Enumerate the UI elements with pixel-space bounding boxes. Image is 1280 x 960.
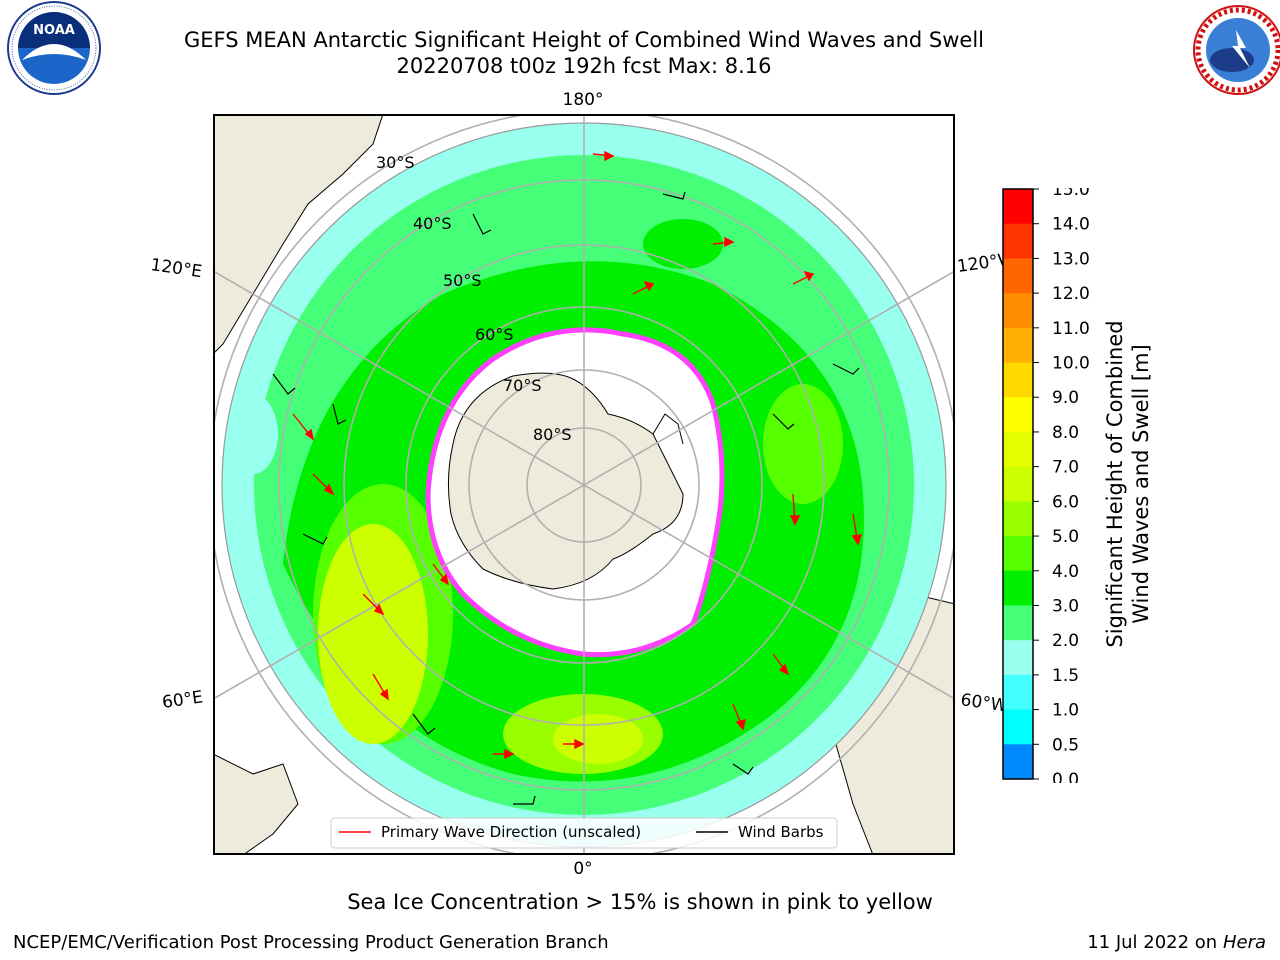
lon-label-120e: 120°E [149,255,203,282]
lat-label-80: 80°S [533,425,572,444]
colorbar-swatch [1003,570,1033,606]
colorbar-tick-label: 4.0 [1052,562,1079,582]
chart-subtitle: 20220708 t00z 192h fcst Max: 8.16 [396,54,772,78]
colorbar-tick-label: 8.0 [1052,423,1079,443]
colorbar-swatch [1003,536,1033,572]
noaa-logo-icon: NOAA [7,1,101,95]
colorbar-tick-label: 9.0 [1052,388,1079,408]
colorbar-swatch [1003,293,1033,329]
colorbar-tick-label: 6.0 [1052,492,1079,512]
colorbar-swatch [1003,362,1033,398]
lon-label-0: 0° [573,859,592,879]
map-frame [213,114,955,855]
colorbar-tick-label: 0.0 [1052,770,1079,783]
lat-label-70: 70°S [503,376,542,395]
colorbar-swatch [1003,605,1033,641]
machine-name: Hera [1222,932,1266,953]
colorbar-swatch [1003,189,1033,225]
chart-title: GEFS MEAN Antarctic Significant Height o… [183,28,985,52]
colorbar-swatch [1003,501,1033,537]
colorbar: 15.0 14.0 13.0 12.0 11.0 10.0 9.0 8.0 7.0 6.0 5.0 4… [1002,188,1090,783]
colorbar-swatch [1003,223,1033,259]
lat-label-50: 50°S [443,271,482,290]
colorbar-tick-label: 3.0 [1052,596,1079,616]
colorbar-tick-label: 0.5 [1052,735,1079,755]
colorbar-swatch [1003,709,1033,745]
colorbar-swatch [1003,640,1033,676]
colorbar-tick-label: 13.0 [1052,249,1090,269]
wind-barbs [272,191,860,805]
date-stamp-text: 11 Jul 2022 on [1087,932,1223,953]
latitude-labels: 30°S 40°S 50°S 60°S 70°S 80°S [376,153,572,444]
lat-label-60: 60°S [475,325,514,344]
lon-label-60e: 60°E [161,687,204,712]
colorbar-tick-label: 1.0 [1052,701,1079,721]
colorbar-tick-label: 12.0 [1052,284,1090,304]
colorbar-swatch [1003,466,1033,502]
polar-map: 30°S 40°S 50°S 60°S 70°S 80°S Primary Wa… [213,114,955,855]
date-stamp: 11 Jul 2022 on Hera [1087,932,1266,953]
colorbar-label: Significant Height of Combined Wind Wave… [1103,320,1153,647]
colorbar-label-line1: Significant Height of Combined [1103,320,1127,647]
colorbar-tick-label: 10.0 [1052,354,1090,374]
credit-line: NCEP/EMC/Verification Post Processing Pr… [13,932,609,953]
colorbar-swatch [1003,258,1033,294]
colorbar-swatch [1003,327,1033,364]
colorbar-tick-label: 1.5 [1052,666,1079,686]
sea-ice-note: Sea Ice Concentration > 15% is shown in … [347,890,933,914]
legend-wind-barbs-label: Wind Barbs [738,823,824,841]
colorbar-tick-label: 7.0 [1052,458,1079,478]
nws-logo-icon [1193,5,1280,95]
svg-text:NOAA: NOAA [33,23,75,38]
colorbar-tick-label: 11.0 [1052,319,1090,339]
colorbar-swatch [1003,744,1033,780]
wave-direction-arrows [292,150,863,760]
colorbar-label-line2: Wind Waves and Swell [m] [1129,344,1153,624]
map-legend: Primary Wave Direction (unscaled) Wind B… [330,817,838,849]
lon-label-180: 180° [563,90,604,110]
lat-label-30: 30°S [376,153,415,172]
colorbar-swatch [1003,431,1033,468]
colorbar-swatch [1003,397,1033,433]
colorbar-tick-label: 2.0 [1052,631,1079,651]
colorbar-tick-label: 5.0 [1052,527,1079,547]
lat-label-40: 40°S [413,214,452,233]
colorbar-tick-label: 15.0 [1052,188,1090,200]
graticule [213,114,955,855]
colorbar-tick-label: 14.0 [1052,215,1090,235]
colorbar-swatch [1003,674,1033,711]
legend-primary-wave-label: Primary Wave Direction (unscaled) [381,823,641,841]
